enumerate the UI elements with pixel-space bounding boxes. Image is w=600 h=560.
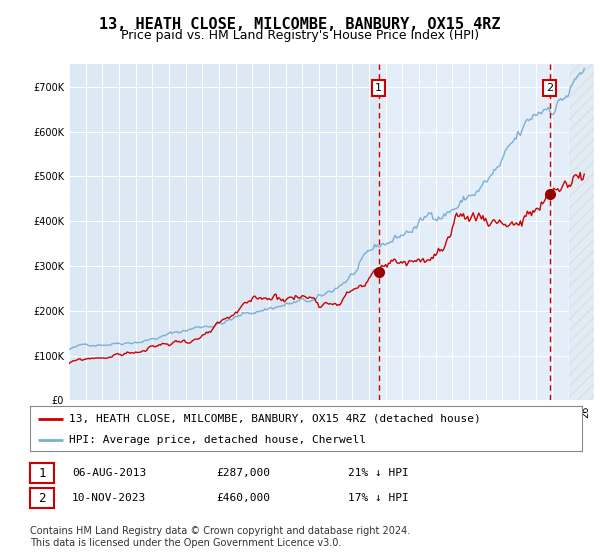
Bar bbox=[379, 64, 594, 400]
Text: 13, HEATH CLOSE, MILCOMBE, BANBURY, OX15 4RZ (detached house): 13, HEATH CLOSE, MILCOMBE, BANBURY, OX15… bbox=[68, 413, 481, 423]
Text: 2: 2 bbox=[38, 492, 46, 505]
Text: £460,000: £460,000 bbox=[216, 493, 270, 503]
Text: 17% ↓ HPI: 17% ↓ HPI bbox=[348, 493, 409, 503]
Text: 13, HEATH CLOSE, MILCOMBE, BANBURY, OX15 4RZ: 13, HEATH CLOSE, MILCOMBE, BANBURY, OX15… bbox=[99, 17, 501, 32]
Text: 1: 1 bbox=[375, 83, 382, 93]
Bar bbox=[569, 64, 600, 400]
Bar bbox=[569, 64, 600, 400]
Text: Price paid vs. HM Land Registry's House Price Index (HPI): Price paid vs. HM Land Registry's House … bbox=[121, 29, 479, 42]
Text: £287,000: £287,000 bbox=[216, 468, 270, 478]
Text: 2: 2 bbox=[546, 83, 553, 93]
Text: 1: 1 bbox=[38, 466, 46, 480]
Bar bbox=[379, 64, 594, 400]
Text: HPI: Average price, detached house, Cherwell: HPI: Average price, detached house, Cher… bbox=[68, 435, 365, 445]
Text: 10-NOV-2023: 10-NOV-2023 bbox=[72, 493, 146, 503]
Text: Contains HM Land Registry data © Crown copyright and database right 2024.
This d: Contains HM Land Registry data © Crown c… bbox=[30, 526, 410, 548]
Text: 06-AUG-2013: 06-AUG-2013 bbox=[72, 468, 146, 478]
Text: 21% ↓ HPI: 21% ↓ HPI bbox=[348, 468, 409, 478]
